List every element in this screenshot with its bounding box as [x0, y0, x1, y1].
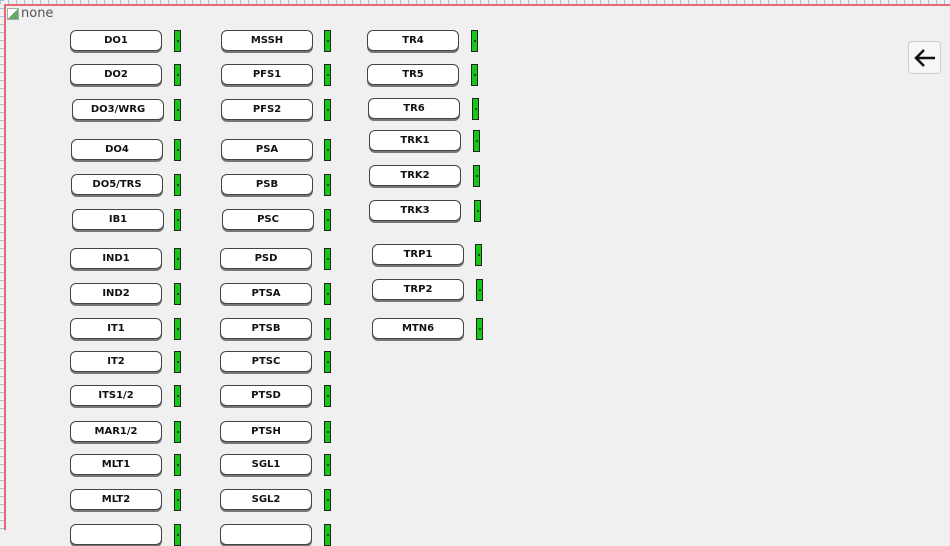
- status-indicator: [174, 489, 181, 511]
- status-indicator: [471, 30, 478, 52]
- status-indicator: [476, 318, 483, 340]
- signal-button[interactable]: IT2: [70, 351, 162, 372]
- signal-button[interactable]: TRP2: [372, 279, 464, 300]
- status-indicator: [324, 64, 331, 86]
- status-indicator: [324, 421, 331, 443]
- status-indicator: [476, 279, 483, 301]
- signal-button[interactable]: TRK1: [369, 130, 461, 151]
- status-indicator: [174, 99, 181, 121]
- signal-button[interactable]: PSA: [221, 139, 313, 160]
- status-indicator: [471, 64, 478, 86]
- signal-button[interactable]: [70, 524, 162, 545]
- status-indicator: [324, 351, 331, 373]
- status-indicator: [174, 64, 181, 86]
- signal-button[interactable]: PSC: [222, 209, 314, 230]
- signal-button[interactable]: PTSH: [220, 421, 312, 442]
- signal-button[interactable]: SGL2: [220, 489, 312, 510]
- signal-button[interactable]: PTSB: [220, 318, 312, 339]
- status-indicator: [174, 283, 181, 305]
- status-indicator: [324, 318, 331, 340]
- signal-button[interactable]: DO1: [70, 30, 162, 51]
- signal-button[interactable]: MLT1: [70, 454, 162, 475]
- signal-button[interactable]: TR4: [367, 30, 459, 51]
- signal-button[interactable]: TRK3: [369, 200, 461, 221]
- signal-button[interactable]: SGL1: [220, 454, 312, 475]
- signal-button[interactable]: MSSH: [221, 30, 313, 51]
- canvas-frame: [4, 4, 950, 530]
- signal-button[interactable]: PTSA: [220, 283, 312, 304]
- status-indicator: [473, 165, 480, 187]
- signal-button[interactable]: DO4: [71, 139, 163, 160]
- broken-image: none: [7, 6, 53, 21]
- signal-button[interactable]: TRP1: [372, 244, 464, 265]
- signal-button[interactable]: PFS1: [221, 64, 313, 85]
- status-indicator: [174, 209, 181, 231]
- signal-button[interactable]: IND1: [70, 248, 162, 269]
- ruler-top: [0, 0, 950, 4]
- signal-button[interactable]: PTSD: [220, 385, 312, 406]
- status-indicator: [472, 98, 479, 120]
- signal-button[interactable]: MTN6: [372, 318, 464, 339]
- status-indicator: [324, 454, 331, 476]
- signal-button[interactable]: TR5: [367, 64, 459, 85]
- signal-button[interactable]: [220, 524, 312, 545]
- signal-button[interactable]: TRK2: [369, 165, 461, 186]
- back-button[interactable]: [908, 41, 941, 74]
- signal-button[interactable]: MLT2: [70, 489, 162, 510]
- status-indicator: [324, 385, 331, 407]
- signal-button[interactable]: PFS2: [221, 99, 313, 120]
- signal-button[interactable]: PTSC: [220, 351, 312, 372]
- status-indicator: [474, 200, 481, 222]
- status-indicator: [174, 421, 181, 443]
- status-indicator: [174, 385, 181, 407]
- status-indicator: [174, 30, 181, 52]
- status-indicator: [324, 248, 331, 270]
- status-indicator: [174, 248, 181, 270]
- signal-button[interactable]: DO5/TRS: [71, 174, 163, 195]
- signal-button[interactable]: IT1: [70, 318, 162, 339]
- status-indicator: [324, 489, 331, 511]
- status-indicator: [174, 351, 181, 373]
- signal-button[interactable]: DO3/WRG: [72, 99, 164, 120]
- status-indicator: [174, 454, 181, 476]
- signal-button[interactable]: DO2: [70, 64, 162, 85]
- signal-button[interactable]: ITS1/2: [70, 385, 162, 406]
- broken-image-icon: [7, 7, 19, 20]
- status-indicator: [324, 209, 331, 231]
- signal-button[interactable]: TR6: [368, 98, 460, 119]
- status-indicator: [324, 524, 331, 546]
- status-indicator: [324, 283, 331, 305]
- status-indicator: [174, 318, 181, 340]
- arrow-left-icon: [913, 48, 935, 67]
- status-indicator: [324, 99, 331, 121]
- signal-button[interactable]: MAR1/2: [70, 421, 162, 442]
- signal-button[interactable]: PSB: [221, 174, 313, 195]
- status-indicator: [174, 524, 181, 546]
- signal-button[interactable]: PSD: [220, 248, 312, 269]
- status-indicator: [473, 130, 480, 152]
- status-indicator: [174, 174, 181, 196]
- signal-button[interactable]: IND2: [70, 283, 162, 304]
- status-indicator: [174, 139, 181, 161]
- status-indicator: [324, 30, 331, 52]
- status-indicator: [324, 139, 331, 161]
- status-indicator: [324, 174, 331, 196]
- ruler-left: [0, 0, 4, 530]
- status-indicator: [475, 244, 482, 266]
- signal-button[interactable]: IB1: [72, 209, 164, 230]
- image-alt-text: none: [21, 6, 54, 21]
